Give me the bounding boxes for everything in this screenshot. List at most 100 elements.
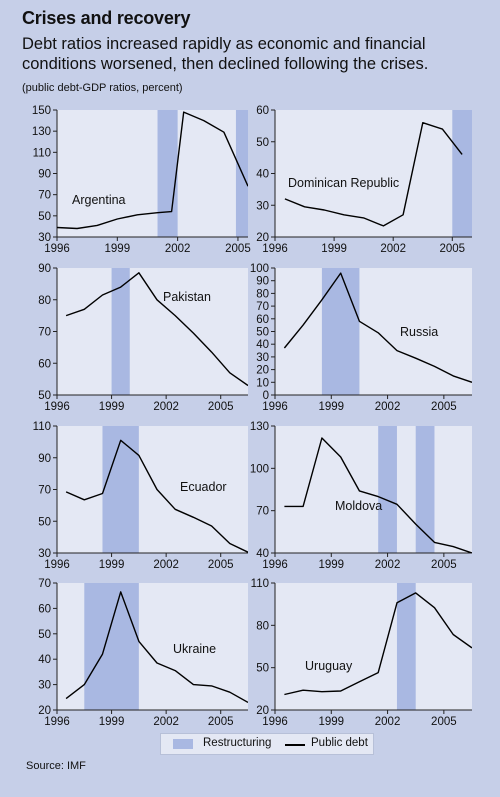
pakistan-y-tick-label: 70 — [38, 327, 51, 339]
uruguay-country-label: Uruguay — [305, 659, 353, 673]
legend: Restructuring Public debt — [160, 733, 374, 755]
argentina-y-tick-label: 30 — [38, 232, 51, 244]
moldova-y-tick-label: 40 — [256, 548, 269, 560]
ukraine-public-debt-line — [65, 591, 248, 704]
dominican-republic-y-tick-label: 20 — [256, 232, 269, 244]
russia-y-tick-label: 30 — [256, 352, 269, 364]
argentina-y-tick-label: 50 — [38, 211, 51, 223]
dominican-republic-x-tick-label: 1999 — [321, 243, 347, 255]
ukraine-y-tick-label: 20 — [38, 705, 51, 717]
ecuador-x-tick-label: 1996 — [44, 559, 70, 571]
moldova-restructuring-band-1 — [415, 426, 435, 553]
argentina-public-debt-line — [57, 111, 248, 230]
russia-y-tick-label: 70 — [256, 301, 269, 313]
russia-y-tick-label: 90 — [256, 276, 269, 288]
ecuador-country-label: Ecuador — [180, 480, 227, 494]
russia-y-tick-label: 40 — [256, 339, 269, 351]
dominican-republic-y-tick-label: 30 — [256, 200, 269, 212]
pakistan-x-tick-label: 2002 — [153, 401, 179, 413]
uruguay-y-tick-label: 20 — [256, 705, 269, 717]
ecuador-x-tick-label: 1999 — [99, 559, 125, 571]
ecuador-y-tick-label: 110 — [33, 421, 51, 433]
russia-y-tick-label: 80 — [256, 288, 269, 300]
dominican-republic-y-tick-label: 40 — [256, 169, 269, 181]
dominican-republic-y-tick-label: 50 — [256, 137, 269, 149]
uruguay-x-tick-label: 1999 — [318, 716, 344, 728]
moldova-plot-area — [275, 426, 472, 553]
russia-public-debt-line — [283, 272, 472, 383]
russia-y-tick-label: 60 — [256, 314, 269, 326]
argentina-country-label: Argentina — [72, 193, 126, 207]
moldova-y-tick-label: 100 — [250, 463, 269, 475]
ukraine-x-tick-label: 2005 — [208, 716, 234, 728]
argentina-plot-area — [57, 110, 248, 237]
pakistan-y-tick-label: 80 — [38, 295, 51, 307]
russia-y-tick-label: 100 — [250, 263, 269, 275]
ecuador-restructuring-band-0 — [102, 426, 139, 553]
ukraine-y-tick-label: 40 — [38, 654, 51, 666]
moldova-y-tick-label: 130 — [250, 421, 269, 433]
dominican-republic-x-tick-label: 1996 — [262, 243, 288, 255]
russia-y-tick-label: 0 — [263, 390, 269, 402]
russia-country-label: Russia — [400, 325, 438, 339]
ukraine-y-tick-label: 60 — [38, 603, 51, 615]
ukraine-country-label: Ukraine — [173, 642, 216, 656]
russia-x-tick-label: 2005 — [431, 401, 457, 413]
dominican-republic-x-tick-label: 2002 — [380, 243, 406, 255]
ukraine-x-tick-label: 1996 — [44, 716, 70, 728]
uruguay-restructuring-band-0 — [396, 583, 416, 710]
ecuador-x-tick-label: 2002 — [153, 559, 179, 571]
uruguay-x-tick-label: 2005 — [431, 716, 457, 728]
pakistan-country-label: Pakistan — [163, 290, 211, 304]
dominican-republic-plot-area — [275, 110, 472, 237]
moldova-x-tick-label: 1996 — [262, 559, 288, 571]
pakistan-x-tick-label: 1996 — [44, 401, 70, 413]
moldova-restructuring-band-0 — [378, 426, 397, 553]
russia-x-tick-label: 1996 — [262, 401, 288, 413]
russia-y-tick-label: 20 — [256, 365, 269, 377]
argentina-x-tick-label: 1999 — [105, 243, 131, 255]
legend-public-debt-label: Public debt — [311, 737, 368, 749]
argentina-x-tick-label: 2005 — [225, 243, 251, 255]
ukraine-x-tick-label: 1999 — [99, 716, 125, 728]
pakistan-plot-area — [57, 268, 248, 395]
ukraine-restructuring-band-0 — [84, 583, 139, 710]
ecuador-y-tick-label: 90 — [38, 453, 51, 465]
uruguay-plot-area — [275, 583, 472, 710]
dominican-republic-public-debt-line — [284, 121, 463, 227]
moldova-x-tick-label: 1999 — [318, 559, 344, 571]
pakistan-x-tick-label: 2005 — [208, 401, 234, 413]
russia-plot-area — [275, 268, 472, 395]
uruguay-x-tick-label: 1996 — [262, 716, 288, 728]
moldova-x-tick-label: 2005 — [431, 559, 457, 571]
moldova-x-tick-label: 2002 — [375, 559, 401, 571]
russia-y-tick-label: 10 — [256, 377, 269, 389]
pakistan-y-tick-label: 90 — [38, 263, 51, 275]
pakistan-x-tick-label: 1999 — [99, 401, 125, 413]
ecuador-public-debt-line — [65, 439, 248, 553]
pakistan-y-tick-label: 50 — [38, 390, 51, 402]
figure-subtitle: Debt ratios increased rapidly as economi… — [22, 35, 429, 73]
argentina-y-tick-label: 90 — [38, 169, 51, 181]
uruguay-public-debt-line — [284, 592, 472, 696]
moldova-y-tick-label: 70 — [256, 506, 269, 518]
moldova-country-label: Moldova — [335, 499, 382, 513]
pakistan-public-debt-line — [65, 272, 248, 387]
argentina-y-tick-label: 150 — [32, 105, 51, 117]
argentina-y-tick-label: 70 — [38, 190, 51, 202]
uruguay-y-tick-label: 110 — [251, 578, 269, 590]
ecuador-y-tick-label: 50 — [38, 516, 51, 528]
moldova-public-debt-line — [284, 437, 472, 553]
legend-restructuring-label: Restructuring — [203, 737, 272, 749]
uruguay-x-tick-label: 2002 — [375, 716, 401, 728]
dominican-republic-restructuring-band-0 — [452, 110, 472, 237]
dominican-republic-y-tick-label: 60 — [256, 105, 269, 117]
argentina-x-tick-label: 1996 — [44, 243, 70, 255]
ecuador-y-tick-label: 70 — [38, 485, 51, 497]
legend-public-debt-line — [285, 744, 305, 746]
argentina-y-tick-label: 130 — [32, 126, 51, 138]
ukraine-y-tick-label: 50 — [38, 629, 51, 641]
argentina-y-tick-label: 110 — [33, 147, 51, 159]
legend-restructuring-swatch — [173, 739, 193, 749]
dominican-republic-country-label: Dominican Republic — [288, 176, 399, 190]
